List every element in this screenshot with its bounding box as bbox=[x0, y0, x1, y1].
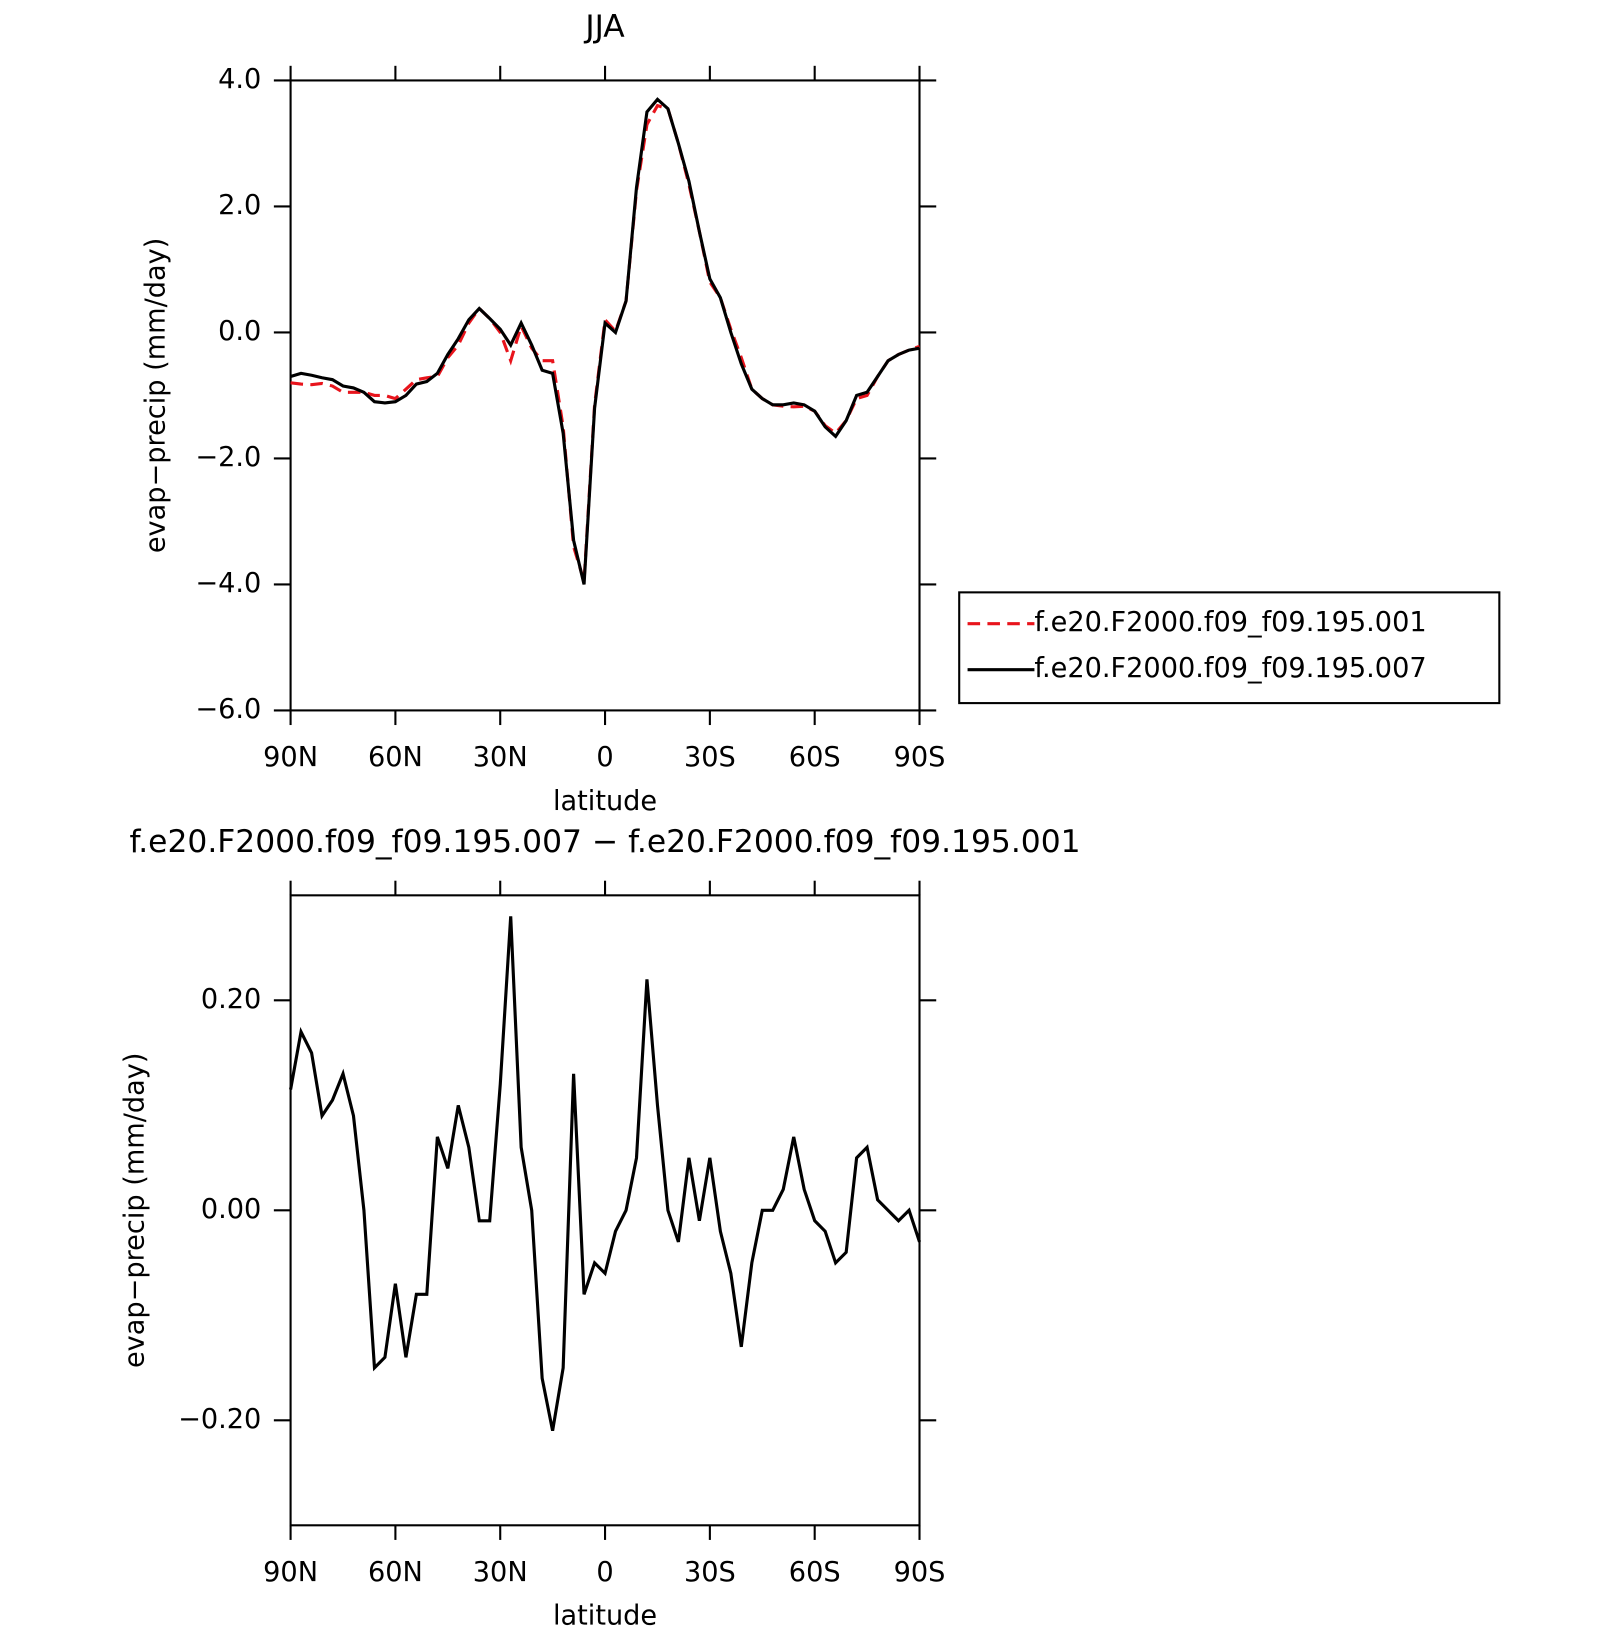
data-line bbox=[289, 916, 921, 1432]
x-tick-label: 60N bbox=[368, 742, 423, 773]
y-tick-label: −6.0 bbox=[195, 694, 261, 725]
y-tick-label: −0.20 bbox=[178, 1404, 261, 1435]
x-tick-label: 0 bbox=[596, 1557, 613, 1588]
chart-title: f.e20.F2000.f09_f09.195.007 − f.e20.F200… bbox=[129, 824, 1080, 860]
x-tick-label: 60N bbox=[368, 1557, 423, 1588]
x-axis-label: latitude bbox=[553, 786, 657, 817]
x-tick-label: 30N bbox=[473, 1557, 528, 1588]
x-tick-label: 30N bbox=[473, 742, 528, 773]
y-tick-label: −4.0 bbox=[195, 568, 261, 599]
y-tick-label: −2.0 bbox=[195, 442, 261, 473]
x-tick-label: 30S bbox=[684, 1557, 736, 1588]
legend-label: f.e20.F2000.f09_f09.195.001 bbox=[1034, 607, 1426, 638]
legend-box bbox=[958, 591, 1501, 705]
plot-frame bbox=[289, 894, 921, 1527]
x-tick-label: 90N bbox=[263, 1557, 318, 1588]
x-tick-label: 0 bbox=[596, 742, 613, 773]
x-tick-label: 90S bbox=[894, 742, 946, 773]
y-tick-label: 0.00 bbox=[201, 1194, 261, 1225]
legend-label: f.e20.F2000.f09_f09.195.007 bbox=[1034, 653, 1426, 684]
y-tick-label: 0.20 bbox=[201, 984, 261, 1015]
x-tick-label: 90N bbox=[263, 742, 318, 773]
data-line bbox=[290, 97, 920, 585]
x-tick-label: 90S bbox=[894, 1557, 946, 1588]
x-axis-label: latitude bbox=[553, 1601, 657, 1632]
x-tick-label: 30S bbox=[684, 742, 736, 773]
y-tick-label: 0.0 bbox=[218, 316, 261, 347]
x-tick-label: 60S bbox=[789, 742, 841, 773]
chart-title: JJA bbox=[583, 9, 625, 45]
x-tick-label: 60S bbox=[789, 1557, 841, 1588]
y-axis-label: evap−precip (mm/day) bbox=[140, 238, 171, 553]
y-axis-label: evap−precip (mm/day) bbox=[119, 1053, 150, 1368]
data-line bbox=[290, 103, 921, 582]
y-tick-label: 4.0 bbox=[218, 64, 261, 95]
plot-frame bbox=[289, 79, 921, 712]
y-tick-label: 2.0 bbox=[218, 190, 261, 221]
